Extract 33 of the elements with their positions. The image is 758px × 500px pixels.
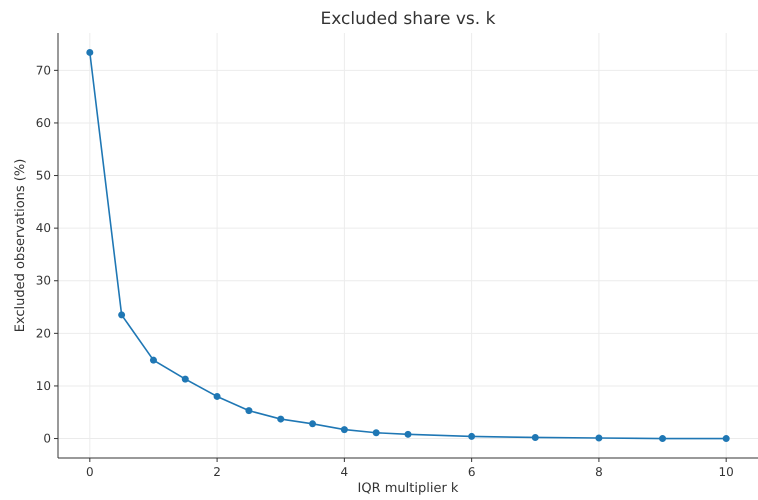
y-tick-label: 0 (43, 432, 51, 446)
point (309, 420, 316, 428)
point (722, 435, 730, 442)
y-tick-label: 10 (36, 378, 51, 393)
point (404, 430, 412, 438)
x-tick-label: 2 (213, 465, 221, 479)
x-tick-label: 8 (595, 465, 603, 479)
y-tick-label: 60 (36, 116, 51, 130)
x-tick-label: 0 (86, 465, 94, 479)
point (214, 392, 221, 400)
x-tick-label: 10 (718, 465, 734, 479)
x-tick-label: 4 (340, 465, 348, 479)
x-axis-title: IQR multiplier k (358, 481, 459, 496)
y-axis-title: Excluded observations (%) (13, 158, 28, 332)
point (118, 311, 126, 318)
point (468, 432, 476, 440)
y-tick-label: 40 (36, 221, 51, 236)
point (277, 416, 284, 423)
point (340, 426, 348, 434)
y-tick-label: 70 (36, 63, 51, 78)
x-tick-label: 6 (468, 465, 476, 479)
point (150, 356, 157, 364)
point (372, 429, 380, 436)
y-tick-label: 20 (36, 326, 51, 340)
point (659, 435, 666, 442)
y-tick-label: 30 (36, 274, 51, 288)
y-tick-label: 50 (36, 168, 51, 183)
point (182, 376, 189, 383)
chart-title: Excluded share vs. k (320, 9, 496, 29)
point (245, 407, 252, 414)
point (595, 434, 602, 442)
point (86, 48, 94, 56)
point (532, 434, 539, 441)
